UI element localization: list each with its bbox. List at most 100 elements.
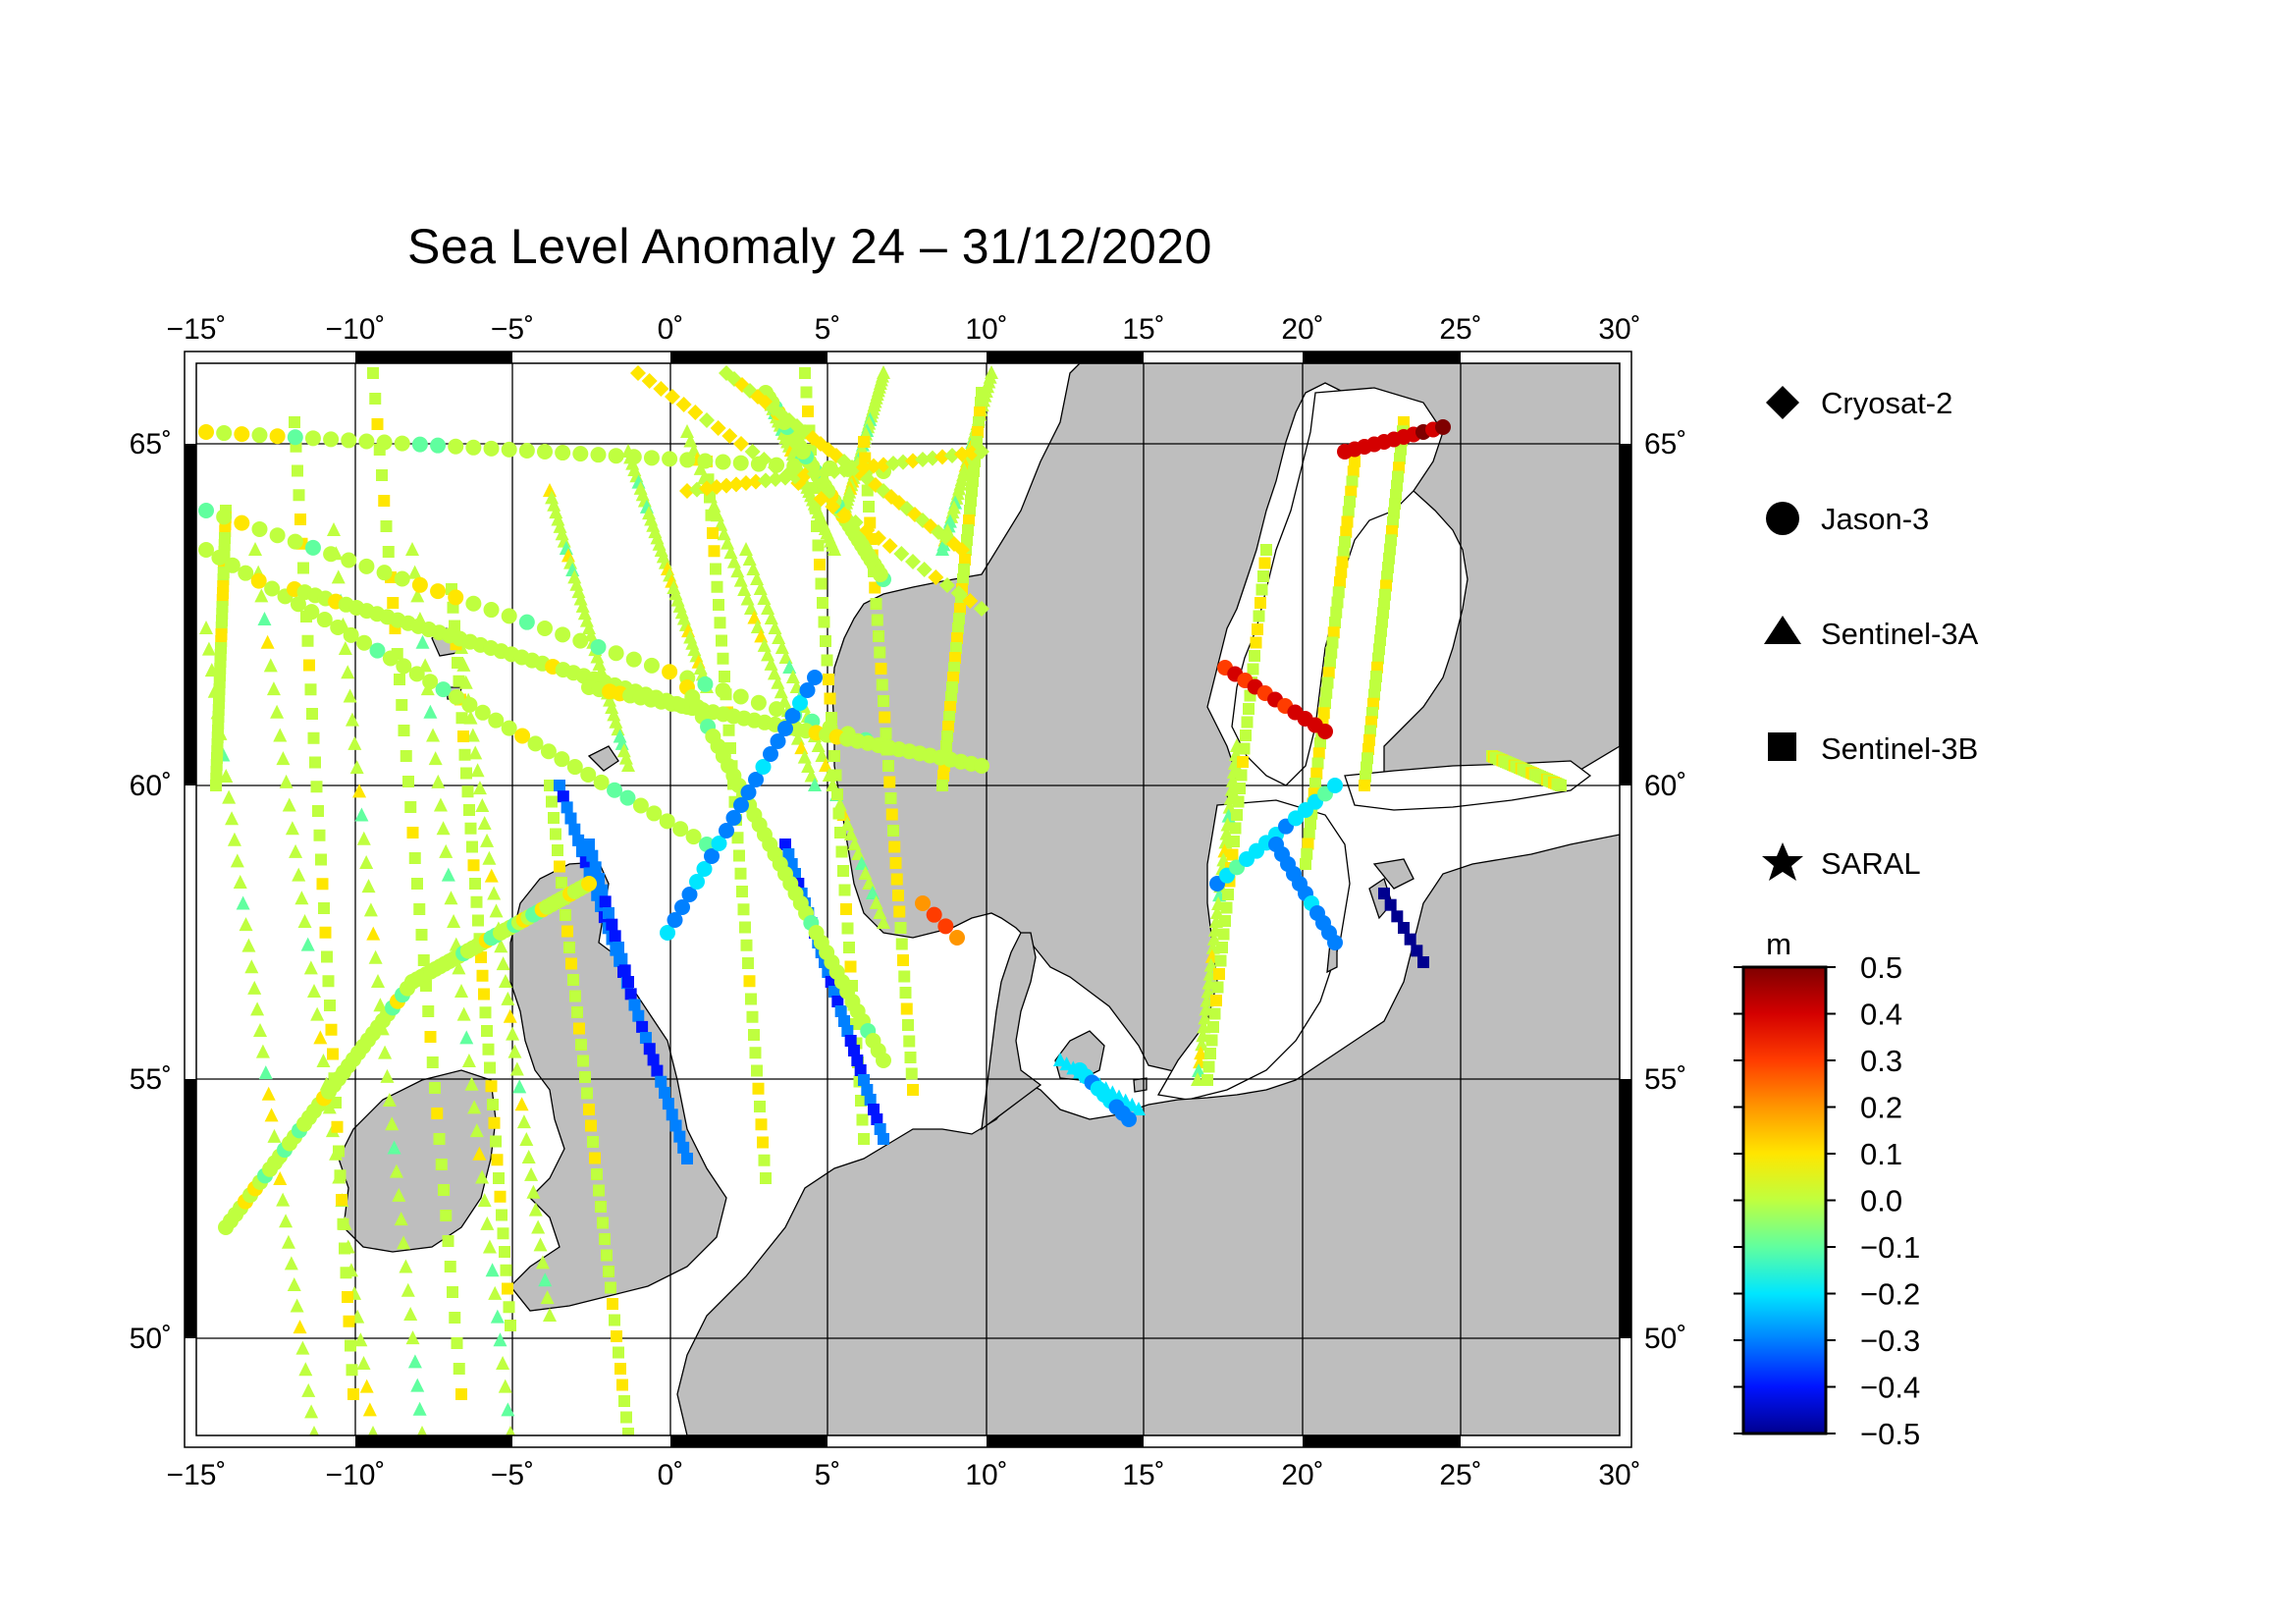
track-point <box>782 848 795 860</box>
track-point <box>888 840 901 853</box>
track-point <box>1192 1063 1206 1078</box>
track-point <box>611 1330 622 1342</box>
track-point <box>624 988 637 1001</box>
track-point <box>733 797 749 813</box>
track-point <box>1380 579 1392 592</box>
track-point <box>459 1030 474 1045</box>
track-point <box>855 1095 867 1107</box>
track-point <box>343 626 359 643</box>
track-point <box>516 1114 531 1129</box>
track-point <box>952 622 964 634</box>
track-point <box>953 613 965 624</box>
track-point <box>264 580 281 597</box>
track-point <box>424 1031 437 1043</box>
track-point <box>300 937 315 951</box>
track-point <box>343 1315 355 1327</box>
track-point <box>400 1282 415 1297</box>
track-point <box>1365 716 1377 729</box>
track-point <box>836 507 852 522</box>
track-point <box>347 1388 359 1400</box>
track-point <box>580 766 597 783</box>
track-point <box>239 917 253 932</box>
track-point <box>303 960 318 975</box>
track-point <box>455 1388 467 1400</box>
track-point <box>442 1235 454 1247</box>
track-point <box>292 464 303 477</box>
track-point <box>1311 757 1324 770</box>
track-point <box>1195 1037 1209 1052</box>
track-point <box>905 453 921 469</box>
track-point <box>411 576 428 593</box>
track-point <box>974 601 989 617</box>
track-point <box>1216 942 1228 953</box>
track-point <box>378 1045 393 1059</box>
track-point <box>572 834 585 846</box>
track-point <box>341 432 357 449</box>
track-point <box>1247 663 1259 676</box>
track-point <box>544 780 556 791</box>
track-point <box>971 436 983 448</box>
track-point <box>889 857 902 869</box>
track-point <box>878 1133 889 1145</box>
track-point <box>564 812 577 825</box>
colorbar-gradient <box>1741 965 1828 1435</box>
track-point <box>198 542 214 558</box>
track-point <box>435 1159 448 1170</box>
track-point <box>282 797 296 812</box>
track-point <box>824 692 836 705</box>
track-point <box>464 1076 479 1091</box>
track-point <box>719 671 730 682</box>
lon-tick-label: −15˚ <box>167 313 227 346</box>
track-point <box>895 454 911 470</box>
track-point <box>367 367 379 379</box>
track-point <box>639 1032 652 1045</box>
track-point <box>681 1153 693 1164</box>
track-point <box>487 886 502 900</box>
track-point <box>719 477 734 494</box>
track-point <box>496 956 510 971</box>
track-point <box>371 974 385 988</box>
track-point <box>507 1044 522 1058</box>
track-point <box>422 1005 435 1017</box>
track-point <box>620 1411 632 1424</box>
track-point <box>449 689 464 705</box>
track-point <box>433 797 448 812</box>
track-point <box>241 938 256 952</box>
track-point <box>482 1239 497 1254</box>
track-point <box>417 954 430 966</box>
track-point <box>905 1067 918 1080</box>
track-point <box>279 774 294 788</box>
ireland <box>338 1069 497 1253</box>
track-point <box>754 1101 766 1112</box>
track-point <box>954 542 970 558</box>
track-point <box>411 436 428 453</box>
track-point <box>601 1249 613 1262</box>
track-point <box>1235 769 1248 782</box>
lat-tick-label: 50˚ <box>130 1323 172 1355</box>
track-point <box>871 614 883 626</box>
altimetry-tracks <box>198 365 1567 1435</box>
track-point <box>354 807 369 822</box>
lon-tick-label: 10˚ <box>965 1459 1007 1491</box>
track-point <box>974 406 986 418</box>
track-point <box>366 926 381 941</box>
track-point <box>429 1082 441 1094</box>
track-point <box>269 428 286 445</box>
track-point <box>487 1099 499 1110</box>
star-icon <box>1762 842 1803 881</box>
lat-tick-label: 65˚ <box>130 428 172 460</box>
track-point <box>581 876 597 892</box>
track-point <box>950 642 962 654</box>
track-point <box>941 730 953 742</box>
track-point <box>422 674 439 690</box>
legend-label: Jason-3 <box>1821 502 1929 536</box>
track-point <box>244 959 259 974</box>
track-point <box>358 558 375 574</box>
track-point <box>227 832 241 846</box>
track-point <box>400 750 412 762</box>
legend-label: Sentinel-3A <box>1821 617 1979 651</box>
track-point <box>572 632 589 649</box>
track-point <box>946 681 958 693</box>
track-point <box>763 746 778 762</box>
track-point <box>371 418 384 430</box>
